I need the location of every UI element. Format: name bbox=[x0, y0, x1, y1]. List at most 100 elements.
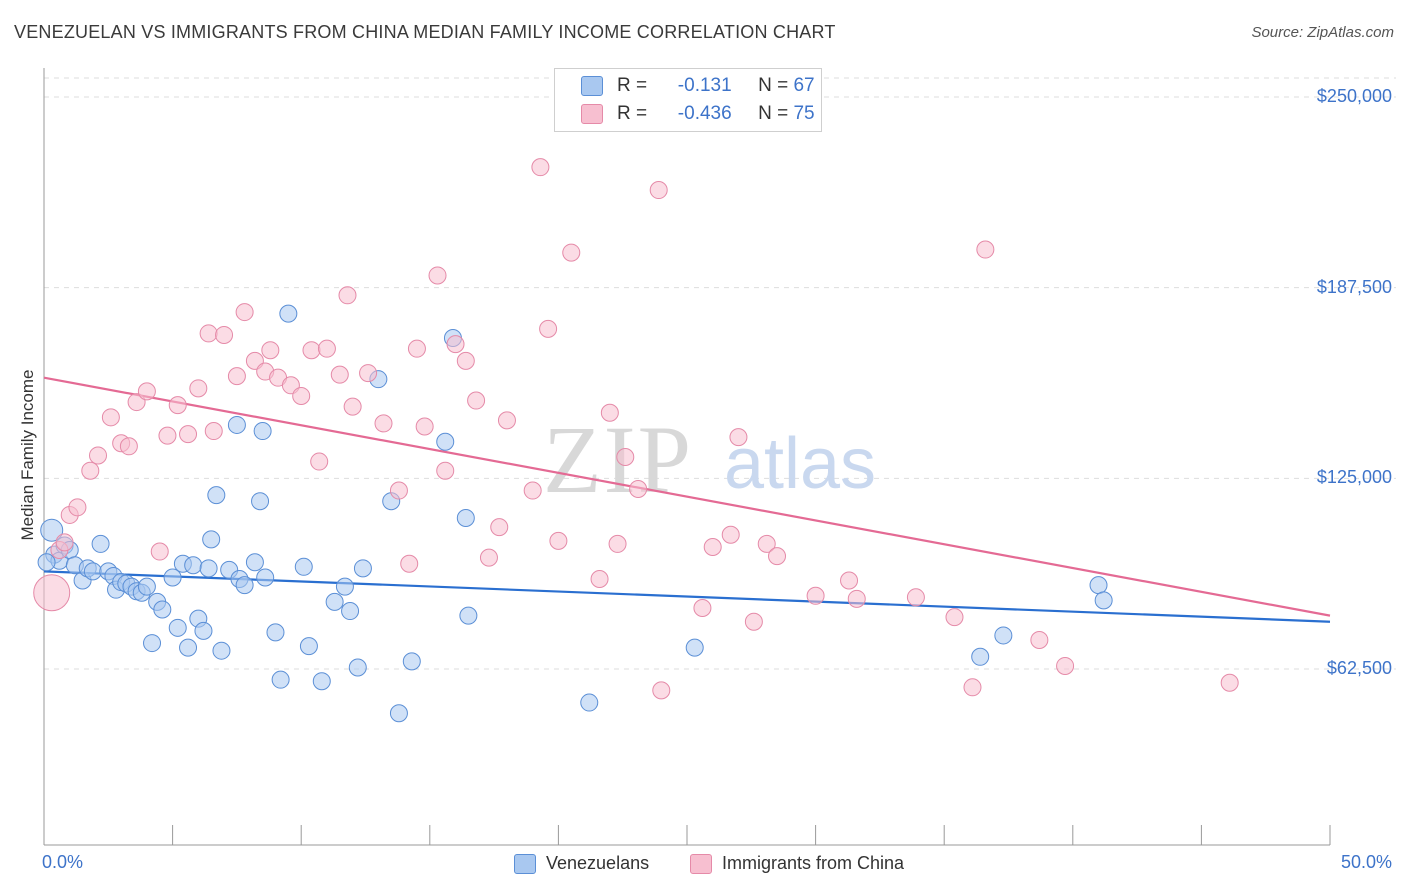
china-point bbox=[976, 240, 995, 259]
china-point bbox=[338, 286, 357, 305]
venezuelan-point bbox=[312, 672, 331, 691]
x-tick-label-0: 0.0% bbox=[42, 852, 84, 872]
venezuelan-point bbox=[153, 600, 172, 619]
china-trend-line bbox=[43, 376, 1331, 617]
china-point bbox=[629, 480, 648, 499]
china-point bbox=[590, 570, 609, 589]
watermark-atlas: atlas bbox=[724, 424, 876, 504]
venezuelan-point bbox=[266, 623, 285, 642]
venezuelan-point bbox=[184, 556, 203, 575]
legend-row-venezuelans: R = -0.131 N = 67 bbox=[581, 73, 815, 99]
legend-swatch-blue bbox=[581, 76, 603, 96]
china-point bbox=[1030, 631, 1049, 650]
venezuelan-point bbox=[202, 530, 221, 549]
china-point bbox=[374, 414, 393, 433]
chart-source: Source: ZipAtlas.com bbox=[1251, 24, 1394, 41]
venezuelan-point bbox=[168, 618, 187, 637]
legend-r-label: R = bbox=[617, 75, 648, 96]
venezuelan-point bbox=[83, 562, 102, 581]
china-point bbox=[359, 364, 378, 383]
venezuelan-point bbox=[1094, 591, 1113, 610]
china-point bbox=[806, 586, 825, 605]
data-points bbox=[33, 158, 1239, 723]
venezuelan-point bbox=[402, 652, 421, 671]
china-point bbox=[55, 533, 74, 552]
china-point bbox=[744, 612, 763, 631]
venezuelan-point bbox=[207, 486, 226, 505]
china-point bbox=[523, 481, 542, 500]
china-point bbox=[199, 324, 218, 343]
china-point bbox=[227, 367, 246, 386]
china-point bbox=[600, 403, 619, 422]
x-tick-label-1: 50.0% bbox=[1340, 852, 1392, 872]
china-point bbox=[428, 266, 447, 285]
y-tick-label-2: $187,500 bbox=[1316, 276, 1392, 297]
venezuelan-point bbox=[235, 576, 254, 595]
venezuelan-point bbox=[580, 693, 599, 712]
venezuelan-point bbox=[143, 634, 162, 653]
china-point bbox=[562, 243, 581, 262]
venezuelan-point bbox=[279, 304, 298, 323]
china-point bbox=[292, 386, 311, 405]
china-point bbox=[389, 481, 408, 500]
legend-n-label: N = bbox=[758, 103, 789, 124]
china-point bbox=[33, 574, 71, 612]
china-point bbox=[137, 382, 156, 401]
legend-row-china: R = -0.436 N = 75 bbox=[581, 101, 815, 127]
china-point bbox=[703, 537, 722, 556]
china-point bbox=[1056, 656, 1075, 675]
venezuelan-point bbox=[325, 592, 344, 611]
venezuelan-point bbox=[348, 658, 367, 677]
china-point bbox=[531, 158, 550, 177]
china-point bbox=[343, 397, 362, 416]
bottom-legend-venezuelans: Venezuelans bbox=[514, 853, 649, 874]
china-point bbox=[150, 542, 169, 561]
venezuelan-point bbox=[389, 704, 408, 723]
legend-swatch-pink bbox=[581, 104, 603, 124]
china-point bbox=[963, 678, 982, 697]
venezuelan-point bbox=[37, 553, 56, 572]
china-point bbox=[101, 408, 120, 427]
china-point bbox=[479, 548, 498, 567]
venezuelan-point bbox=[459, 606, 478, 625]
china-point bbox=[235, 303, 254, 322]
china-point bbox=[721, 525, 740, 544]
venezuelan-point bbox=[163, 568, 182, 587]
legend-n-value: 67 bbox=[793, 75, 815, 96]
china-point bbox=[840, 571, 859, 590]
legend-r-value: -0.436 bbox=[677, 103, 732, 124]
venezuelan-point bbox=[212, 641, 231, 660]
venezuelan-point bbox=[335, 577, 354, 596]
venezuelan-point bbox=[40, 518, 64, 542]
china-point bbox=[497, 411, 516, 430]
china-point bbox=[446, 335, 465, 354]
china-point bbox=[729, 428, 748, 447]
legend-n-label: N = bbox=[758, 75, 789, 96]
venezuelan-point bbox=[456, 508, 475, 527]
legend-r-value: -0.131 bbox=[677, 75, 732, 96]
china-point bbox=[89, 446, 108, 465]
venezuelan-point bbox=[179, 638, 198, 657]
venezuelan-point bbox=[353, 559, 372, 578]
y-axis-label: Median Family Income bbox=[18, 369, 37, 541]
bottom-legend-swatch-blue bbox=[514, 853, 536, 874]
y-tick-label-1: $125,000 bbox=[1316, 467, 1392, 488]
china-point bbox=[407, 339, 426, 358]
china-point bbox=[757, 534, 776, 553]
venezuelan-point bbox=[685, 638, 704, 657]
china-point bbox=[415, 417, 434, 436]
china-point bbox=[215, 325, 234, 344]
venezuelan-point bbox=[137, 577, 156, 596]
bottom-legend-label: Venezuelans bbox=[546, 853, 650, 873]
venezuelan-point bbox=[299, 637, 318, 656]
bottom-legend-swatch-pink bbox=[690, 853, 712, 874]
venezuelan-point bbox=[199, 559, 218, 578]
china-point bbox=[608, 534, 627, 553]
china-point bbox=[456, 351, 475, 370]
venezuelan-point bbox=[251, 492, 270, 511]
china-point bbox=[906, 588, 925, 607]
watermark: ZIP atlas bbox=[543, 406, 876, 513]
china-point bbox=[490, 518, 509, 537]
venezuelan-point bbox=[91, 534, 110, 553]
